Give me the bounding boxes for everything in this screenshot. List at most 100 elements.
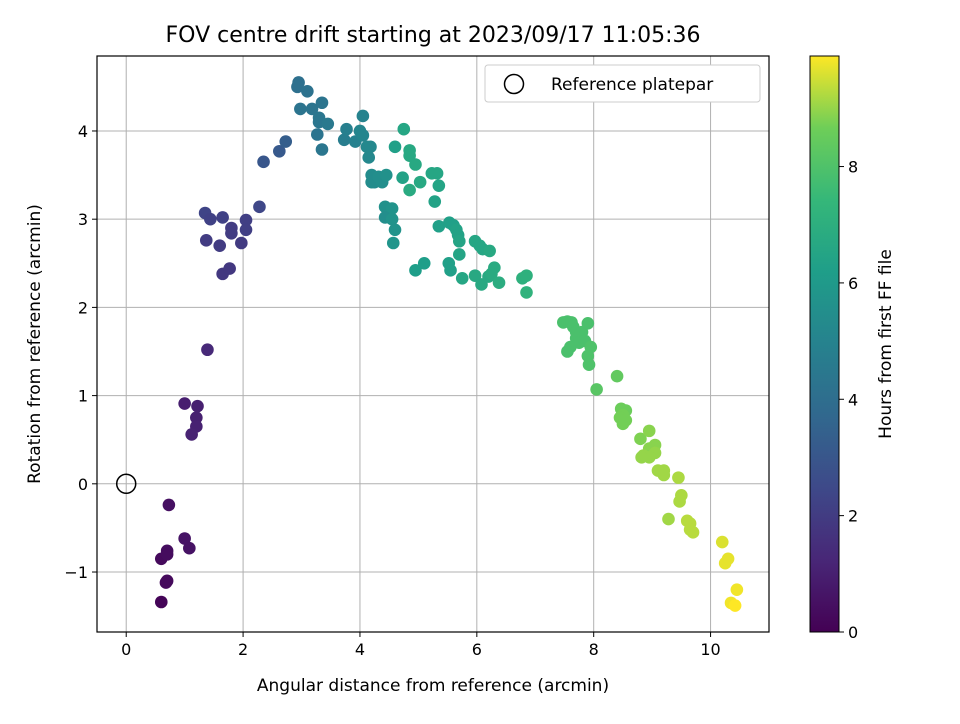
data-point xyxy=(397,122,411,136)
data-point xyxy=(191,399,204,413)
data-point xyxy=(403,183,416,197)
x-tick-label: 2 xyxy=(238,640,248,659)
x-tick-label: 10 xyxy=(700,640,720,659)
data-point xyxy=(483,244,496,258)
reference-platepar-marker xyxy=(115,473,137,495)
data-point xyxy=(190,411,203,424)
data-point xyxy=(185,428,198,441)
plot-frame xyxy=(96,55,770,633)
data-point xyxy=(305,102,319,116)
data-point xyxy=(162,498,176,512)
data-point xyxy=(225,226,238,240)
data-point xyxy=(201,343,214,357)
data-point xyxy=(204,212,217,226)
data-point xyxy=(154,595,168,609)
data-point xyxy=(178,397,191,410)
data-point xyxy=(216,211,229,224)
data-points xyxy=(154,76,744,612)
data-point xyxy=(715,535,729,549)
data-point xyxy=(432,219,446,233)
data-point xyxy=(315,143,329,156)
data-point xyxy=(301,84,314,98)
data-point xyxy=(430,167,444,180)
y-tick-label: 1 xyxy=(78,387,88,406)
colorbar-label: Hours from first FF file xyxy=(876,249,896,439)
data-point xyxy=(520,269,533,282)
data-point xyxy=(385,202,399,215)
data-point xyxy=(279,135,293,148)
data-point xyxy=(321,117,335,131)
data-point xyxy=(257,155,270,169)
data-point xyxy=(413,175,427,189)
data-point xyxy=(468,269,482,282)
x-tick-label: 6 xyxy=(472,640,482,659)
data-point xyxy=(178,532,191,545)
chart-title: FOV centre drift starting at 2023/09/17 … xyxy=(166,23,701,48)
y-tick-label: 2 xyxy=(78,298,88,317)
data-point xyxy=(310,128,324,141)
data-point xyxy=(444,264,457,277)
colorbar-tick-label: 8 xyxy=(848,158,858,177)
colorbar-tick-label: 4 xyxy=(848,390,858,409)
colorbar-tick-label: 2 xyxy=(848,507,858,526)
data-point xyxy=(582,358,596,372)
y-tick-label: 3 xyxy=(78,210,88,229)
data-point xyxy=(409,264,422,277)
data-point xyxy=(388,223,402,237)
data-point xyxy=(273,144,286,158)
data-point xyxy=(686,526,700,539)
data-point xyxy=(356,129,370,142)
data-point xyxy=(432,179,446,192)
data-point xyxy=(159,576,173,589)
data-point xyxy=(199,234,213,247)
data-point xyxy=(235,236,248,250)
data-point xyxy=(337,133,351,147)
data-point xyxy=(213,239,227,252)
x-tick-label: 0 xyxy=(121,640,131,659)
colorbar-ticks: 0 2 4 6 8 xyxy=(839,158,858,642)
data-point xyxy=(239,223,253,237)
data-point xyxy=(561,345,574,358)
data-point xyxy=(409,158,422,171)
data-point xyxy=(315,96,329,110)
data-point xyxy=(239,213,253,227)
data-point xyxy=(619,414,633,427)
x-axis-ticks: 0 2 4 6 8 10 xyxy=(121,632,721,659)
data-point xyxy=(657,464,671,477)
data-point xyxy=(253,200,266,214)
data-point xyxy=(340,122,353,136)
data-point xyxy=(417,256,431,270)
legend: Reference platepar xyxy=(484,64,761,103)
data-point xyxy=(291,80,304,94)
data-point xyxy=(379,168,393,182)
legend-marker xyxy=(503,73,525,95)
data-point xyxy=(642,424,656,438)
data-point xyxy=(364,140,377,154)
data-point xyxy=(662,512,675,526)
data-point xyxy=(672,471,685,484)
data-point xyxy=(362,151,376,164)
legend-box xyxy=(484,64,761,103)
data-point xyxy=(485,267,498,281)
data-point xyxy=(634,432,647,446)
data-point xyxy=(294,102,307,116)
data-point xyxy=(223,262,236,275)
colorbar-tick-label: 6 xyxy=(848,274,858,293)
data-point xyxy=(455,271,469,285)
colorbar xyxy=(809,55,840,633)
data-point xyxy=(183,541,196,555)
data-point xyxy=(160,548,174,561)
data-point xyxy=(520,286,533,299)
data-point xyxy=(452,234,466,248)
data-point xyxy=(728,599,742,612)
data-point xyxy=(673,495,686,508)
data-point xyxy=(386,236,400,250)
y-axis-ticks: −1 0 1 2 3 4 xyxy=(64,122,97,582)
data-point xyxy=(492,276,506,289)
data-point xyxy=(388,140,402,154)
data-point xyxy=(385,212,399,226)
data-point xyxy=(428,195,442,208)
y-tick-label: −1 xyxy=(64,563,88,582)
data-point xyxy=(610,369,624,383)
